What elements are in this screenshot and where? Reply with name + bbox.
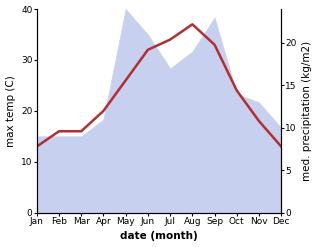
X-axis label: date (month): date (month) bbox=[120, 231, 198, 242]
Y-axis label: max temp (C): max temp (C) bbox=[5, 75, 16, 147]
Y-axis label: med. precipitation (kg/m2): med. precipitation (kg/m2) bbox=[302, 41, 313, 181]
